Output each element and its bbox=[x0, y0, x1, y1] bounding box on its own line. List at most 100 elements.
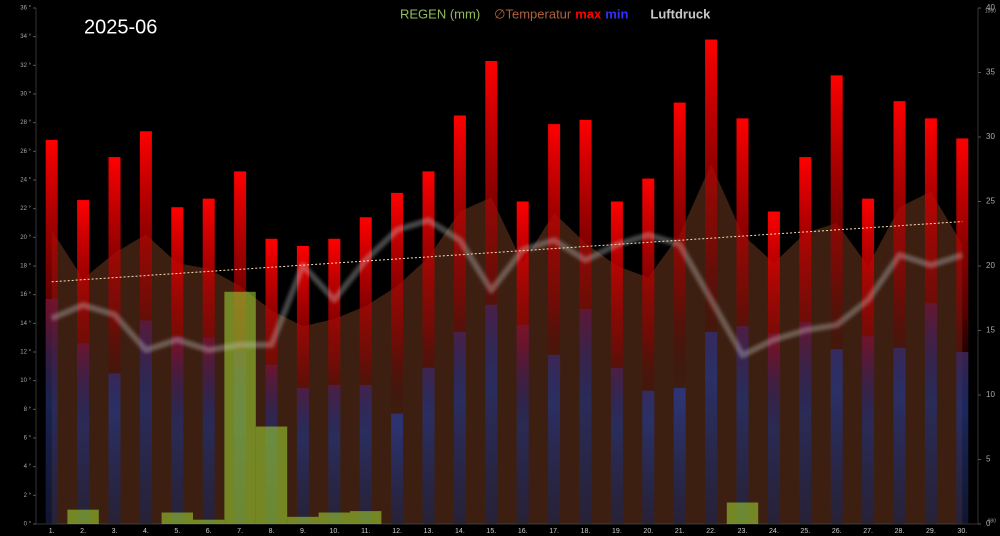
y2-tick-label: 35 bbox=[986, 68, 995, 77]
y-tick-label: 6 ° bbox=[24, 436, 32, 442]
x-tick-label: 19. bbox=[612, 528, 622, 535]
max-bar bbox=[77, 200, 90, 525]
rain-bar bbox=[67, 509, 99, 524]
y-tick-label: 30 ° bbox=[20, 92, 31, 98]
x-tick-label: 6. bbox=[206, 528, 212, 535]
y-tick-label: 16 ° bbox=[20, 292, 31, 298]
y-tick-label: 28 ° bbox=[20, 120, 31, 126]
y-tick-label: 26 ° bbox=[20, 149, 31, 155]
max-bar bbox=[830, 75, 843, 524]
y-tick-label: 12 ° bbox=[20, 350, 31, 356]
y-tick-label: 4 ° bbox=[24, 464, 32, 470]
rain-bar bbox=[255, 426, 288, 524]
y-tick-label: 10 ° bbox=[20, 378, 31, 384]
x-tick-label: 9. bbox=[300, 528, 306, 535]
y-tick-label: 36 ° bbox=[20, 6, 31, 12]
rain-bar bbox=[726, 502, 759, 524]
y-tick-label: 34 ° bbox=[20, 34, 31, 40]
max-bar bbox=[956, 138, 969, 524]
y-tick-label: 2 ° bbox=[24, 493, 32, 499]
x-tick-label: 22. bbox=[706, 528, 716, 535]
x-tick-label: 1. bbox=[49, 528, 55, 535]
x-tick-label: 26. bbox=[832, 528, 842, 535]
rain-bar bbox=[287, 516, 319, 524]
max-bar bbox=[296, 245, 309, 524]
y2-tick-label: 25 bbox=[986, 197, 995, 206]
max-bar bbox=[610, 201, 623, 524]
x-tick-label: 16. bbox=[518, 528, 528, 535]
x-tick-label: 5. bbox=[174, 528, 180, 535]
max-bar bbox=[422, 171, 435, 524]
rain-bar bbox=[318, 512, 350, 524]
max-bar bbox=[548, 124, 561, 524]
x-tick-label: 4. bbox=[143, 528, 149, 535]
y2-tick-label: 40 bbox=[986, 3, 995, 12]
rain-bar bbox=[350, 511, 382, 524]
max-bar bbox=[736, 118, 749, 524]
y2-tick-label: 15 bbox=[986, 326, 995, 335]
max-bar bbox=[924, 118, 937, 524]
x-tick-label: 23. bbox=[738, 528, 748, 535]
x-tick-label: 25. bbox=[800, 528, 810, 535]
max-bar bbox=[799, 157, 812, 525]
legend-label: Luftdruck bbox=[650, 6, 711, 21]
y-tick-label: 22 ° bbox=[20, 206, 31, 212]
rain-bar bbox=[193, 519, 225, 524]
x-tick-label: 15. bbox=[486, 528, 496, 535]
x-tick-label: 30. bbox=[957, 528, 967, 535]
max-bar bbox=[705, 39, 718, 525]
max-bar bbox=[893, 101, 906, 525]
max-bar bbox=[673, 102, 686, 524]
x-tick-label: 14. bbox=[455, 528, 465, 535]
x-tick-label: 18. bbox=[581, 528, 591, 535]
rain-bar bbox=[161, 512, 193, 524]
max-bar bbox=[171, 207, 184, 524]
y-tick-label: 8 ° bbox=[24, 407, 32, 413]
max-bar bbox=[328, 238, 341, 524]
x-tick-label: 3. bbox=[112, 528, 118, 535]
legend-label: ∅Temperatur bbox=[494, 6, 572, 21]
x-tick-label: 8. bbox=[269, 528, 275, 535]
max-bar bbox=[767, 211, 780, 525]
x-tick-label: 11. bbox=[361, 528, 370, 535]
legend-label: max bbox=[575, 6, 602, 21]
x-tick-label: 29. bbox=[926, 528, 936, 535]
y-tick-label: 24 ° bbox=[20, 178, 31, 184]
trend-line bbox=[51, 221, 963, 283]
x-tick-label: 2. bbox=[80, 528, 86, 535]
max-bar bbox=[642, 178, 655, 525]
max-bar bbox=[453, 115, 466, 524]
x-tick-label: 13. bbox=[424, 528, 434, 535]
y-tick-label: 20 ° bbox=[20, 235, 31, 241]
x-tick-label: 21. bbox=[675, 528, 685, 535]
max-bar bbox=[516, 201, 529, 524]
legend-label: REGEN (mm) bbox=[400, 6, 480, 21]
max-bar bbox=[139, 131, 152, 524]
chart-title: 2025-06 bbox=[84, 16, 157, 38]
x-tick-label: 7. bbox=[237, 528, 243, 535]
x-tick-label: 10. bbox=[329, 528, 339, 535]
x-tick-label: 17. bbox=[549, 528, 559, 535]
rain-bar bbox=[224, 291, 256, 524]
max-bar bbox=[45, 139, 58, 524]
x-tick-label: 24. bbox=[769, 528, 779, 535]
y2-tick-label: 0 bbox=[986, 519, 991, 528]
max-bar bbox=[862, 198, 875, 524]
y3-tick-label: 980 bbox=[988, 518, 997, 524]
legend-label: min bbox=[605, 6, 628, 21]
y-tick-label: 14 ° bbox=[20, 321, 31, 327]
y2-tick-label: 10 bbox=[986, 390, 995, 399]
y2-tick-label: 5 bbox=[986, 455, 991, 464]
y-tick-label: 18 ° bbox=[20, 264, 31, 270]
max-bar bbox=[359, 217, 372, 524]
y2-tick-label: 30 bbox=[986, 132, 995, 141]
y-tick-label: 32 ° bbox=[20, 63, 31, 69]
max-bar bbox=[108, 157, 121, 525]
max-bar bbox=[579, 119, 592, 525]
max-bar bbox=[391, 192, 404, 524]
pressure-line bbox=[50, 217, 964, 359]
max-bar bbox=[202, 198, 215, 524]
x-tick-label: 12. bbox=[392, 528, 402, 535]
x-tick-label: 27. bbox=[863, 528, 873, 535]
